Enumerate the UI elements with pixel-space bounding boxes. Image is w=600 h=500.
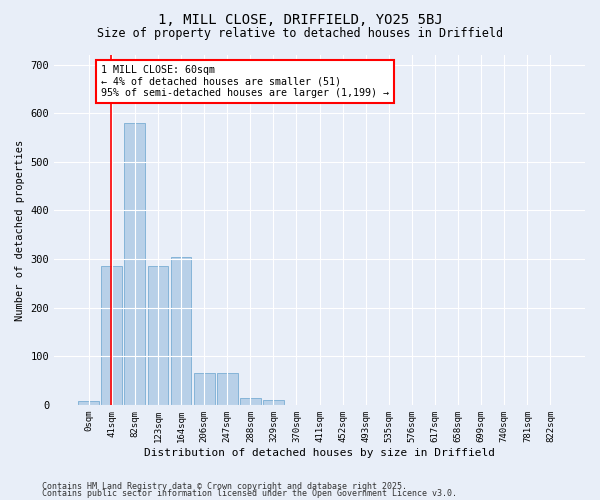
X-axis label: Distribution of detached houses by size in Driffield: Distribution of detached houses by size … xyxy=(144,448,495,458)
Y-axis label: Number of detached properties: Number of detached properties xyxy=(15,140,25,320)
Bar xyxy=(148,266,169,405)
Bar xyxy=(263,400,284,405)
Text: 1, MILL CLOSE, DRIFFIELD, YO25 5BJ: 1, MILL CLOSE, DRIFFIELD, YO25 5BJ xyxy=(158,12,442,26)
Bar xyxy=(194,374,215,405)
Bar xyxy=(240,398,261,405)
Bar xyxy=(78,401,99,405)
Bar xyxy=(124,123,145,405)
Bar xyxy=(101,266,122,405)
Text: 1 MILL CLOSE: 60sqm
← 4% of detached houses are smaller (51)
95% of semi-detache: 1 MILL CLOSE: 60sqm ← 4% of detached hou… xyxy=(101,64,389,98)
Text: Contains public sector information licensed under the Open Government Licence v3: Contains public sector information licen… xyxy=(42,490,457,498)
Text: Contains HM Land Registry data © Crown copyright and database right 2025.: Contains HM Land Registry data © Crown c… xyxy=(42,482,407,491)
Bar xyxy=(170,256,191,405)
Text: Size of property relative to detached houses in Driffield: Size of property relative to detached ho… xyxy=(97,28,503,40)
Bar xyxy=(217,374,238,405)
